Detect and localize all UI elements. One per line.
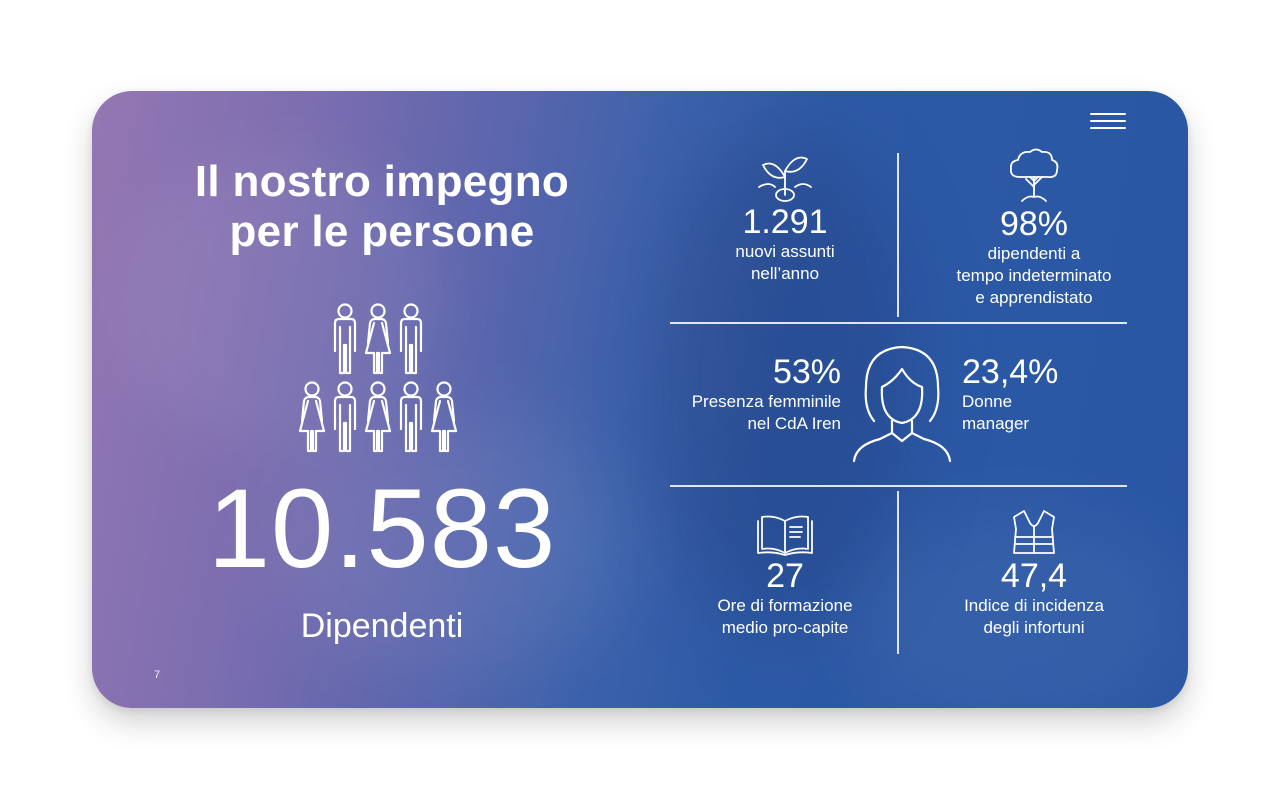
stat-training-hours: 27 Ore di formazione medio pro-capite <box>695 513 875 639</box>
new-hires-label-1: nuovi assunti <box>735 242 835 261</box>
stat-injury-index: 47,4 Indice di incidenza degli infortuni <box>934 509 1134 639</box>
sprout-icon <box>758 156 812 202</box>
divider-upper-horizontal <box>670 322 1127 324</box>
open-book-icon <box>757 515 813 556</box>
permanent-label-3: e apprendistato <box>975 288 1093 307</box>
training-label-1: Ore di formazione <box>717 596 853 615</box>
female-board-label-1: Presenza femminile <box>691 392 841 411</box>
divider-top-vertical <box>897 153 899 317</box>
stat-women-managers: 23,4% Donne manager <box>962 353 1142 435</box>
stat-new-hires: 1.291 nuovi assunti nell’anno <box>695 151 875 285</box>
women-managers-label-2: manager <box>962 414 1030 433</box>
training-value: 27 <box>766 557 804 595</box>
employees-count: 10.583 <box>207 466 557 591</box>
divider-bottom-vertical <box>897 491 899 654</box>
safety-vest-icon <box>1013 510 1055 554</box>
slide-title: Il nostro impegno per le persone <box>132 157 632 257</box>
title-line-1: Il nostro impegno <box>194 157 570 206</box>
women-managers-label-1: Donne <box>962 392 1013 411</box>
injury-label-2: degli infortuni <box>983 618 1085 637</box>
female-board-label-2: nel CdA Iren <box>747 414 841 433</box>
new-hires-value: 1.291 <box>742 203 828 241</box>
title-line-2: per le persone <box>229 207 535 256</box>
people-group-icon <box>298 303 458 453</box>
women-managers-value: 23,4% <box>962 353 1059 391</box>
tree-icon <box>1009 148 1059 202</box>
stat-permanent-contracts: 98% dipendenti a tempo indeterminato e a… <box>934 147 1134 309</box>
page-number: 7 <box>154 669 161 681</box>
permanent-label-2: tempo indeterminato <box>956 266 1112 285</box>
divider-lower-horizontal <box>670 485 1127 487</box>
injury-label-1: Indice di incidenza <box>964 596 1104 615</box>
new-hires-label-2: nell’anno <box>750 264 820 283</box>
menu-icon[interactable] <box>1090 113 1126 131</box>
stat-female-board: 53% Presenza femminile nel CdA Iren <box>661 353 841 435</box>
injury-value: 47,4 <box>1000 557 1068 595</box>
permanent-value: 98% <box>999 205 1069 243</box>
permanent-label-1: dipendenti a <box>987 244 1081 263</box>
training-label-2: medio pro-capite <box>721 618 849 637</box>
employees-label: Dipendenti <box>300 607 464 645</box>
woman-portrait-icon <box>852 345 952 463</box>
slide-card: Il nostro impegno per le persone 10.583 … <box>92 91 1188 708</box>
female-board-value: 53% <box>772 353 841 391</box>
